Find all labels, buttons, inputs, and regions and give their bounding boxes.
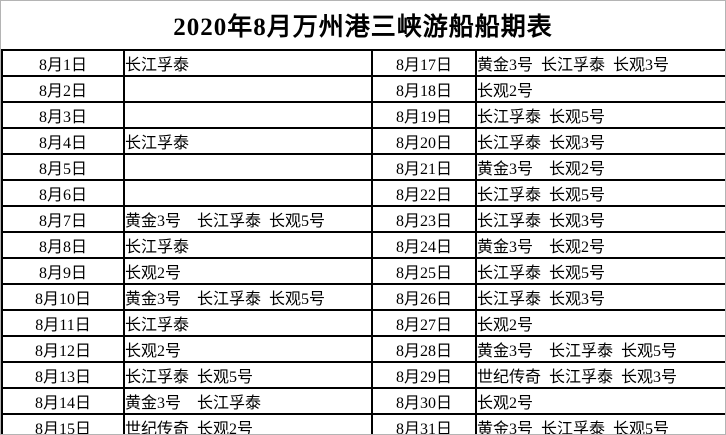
table-row: 8月7日 黄金3号 长江孚泰 长观5号 8月23日 长江孚泰 长观3号 [1, 205, 725, 233]
date-cell-right: 8月31日 [371, 413, 477, 434]
date-cell-left: 8月15日 [1, 413, 125, 434]
ships-cell-left: 世纪传奇 长观2号 [123, 413, 373, 434]
schedule-table-body: 8月1日 长江孚泰 8月17日 黄金3号 长江孚泰 长观3号 8月2日 8月18… [1, 49, 725, 434]
ships-cell-right: 黄金3号 长江孚泰 长观5号 [475, 335, 725, 363]
date-cell-right: 8月28日 [371, 335, 477, 363]
ships-cell-left: 长观2号 [123, 335, 373, 363]
table-row: 8月9日 长观2号 8月25日 长江孚泰 长观5号 [1, 257, 725, 285]
date-cell-right: 8月27日 [371, 309, 477, 337]
table-row: 8月1日 长江孚泰 8月17日 黄金3号 长江孚泰 长观3号 [1, 49, 725, 77]
ships-cell-right: 长江孚泰 长观3号 [475, 283, 725, 311]
date-cell-left: 8月12日 [1, 335, 125, 363]
date-cell-right: 8月25日 [371, 257, 477, 285]
date-cell-left: 8月11日 [1, 309, 125, 337]
date-cell-right: 8月26日 [371, 283, 477, 311]
ships-cell-right: 长江孚泰 长观3号 [475, 205, 725, 233]
title-bar: 2020年8月万州港三峡游船船期表 [1, 1, 725, 49]
date-cell-left: 8月2日 [1, 75, 125, 103]
date-cell-right: 8月30日 [371, 387, 477, 415]
ships-cell-right: 长江孚泰 长观5号 [475, 101, 725, 129]
table-row: 8月10日 黄金3号 长江孚泰 长观5号 8月26日 长江孚泰 长观3号 [1, 283, 725, 311]
ships-cell-left [123, 179, 373, 207]
table-row: 8月15日 世纪传奇 长观2号 8月31日 黄金3号 长江孚泰 长观5号 [1, 413, 725, 434]
date-cell-left: 8月10日 [1, 283, 125, 311]
table-row: 8月11日 长江孚泰 8月27日 长观2号 [1, 309, 725, 337]
page-title: 2020年8月万州港三峡游船船期表 [173, 14, 553, 41]
ships-cell-left: 黄金3号 长江孚泰 长观5号 [123, 283, 373, 311]
ships-cell-right: 黄金3号 长观2号 [475, 153, 725, 181]
date-cell-left: 8月5日 [1, 153, 125, 181]
date-cell-right: 8月19日 [371, 101, 477, 129]
date-cell-right: 8月21日 [371, 153, 477, 181]
ships-cell-right: 长江孚泰 长观5号 [475, 179, 725, 207]
ships-cell-right: 长观2号 [475, 75, 725, 103]
date-cell-left: 8月8日 [1, 231, 125, 259]
date-cell-left: 8月14日 [1, 387, 125, 415]
ships-cell-left [123, 101, 373, 129]
ships-cell-left: 黄金3号 长江孚泰 长观5号 [123, 205, 373, 233]
date-cell-right: 8月29日 [371, 361, 477, 389]
ships-cell-left: 长江孚泰 长观5号 [123, 361, 373, 389]
table-row: 8月8日 长江孚泰 8月24日 黄金3号 长观2号 [1, 231, 725, 259]
date-cell-right: 8月17日 [371, 49, 477, 77]
table-row: 8月5日 8月21日 黄金3号 长观2号 [1, 153, 725, 181]
date-cell-left: 8月7日 [1, 205, 125, 233]
table-row: 8月3日 8月19日 长江孚泰 长观5号 [1, 101, 725, 129]
table-row: 8月6日 8月22日 长江孚泰 长观5号 [1, 179, 725, 207]
date-cell-left: 8月4日 [1, 127, 125, 155]
date-cell-left: 8月13日 [1, 361, 125, 389]
ships-cell-right: 黄金3号 长观2号 [475, 231, 725, 259]
ships-cell-right: 黄金3号 长江孚泰 长观3号 [475, 49, 725, 77]
date-cell-right: 8月23日 [371, 205, 477, 233]
date-cell-right: 8月18日 [371, 75, 477, 103]
date-cell-left: 8月6日 [1, 179, 125, 207]
ships-cell-left [123, 153, 373, 181]
date-cell-left: 8月9日 [1, 257, 125, 285]
date-cell-right: 8月22日 [371, 179, 477, 207]
ships-cell-left: 长观2号 [123, 257, 373, 285]
date-cell-left: 8月1日 [1, 49, 125, 77]
ships-cell-left: 长江孚泰 [123, 231, 373, 259]
ships-cell-right: 长江孚泰 长观3号 [475, 127, 725, 155]
date-cell-left: 8月3日 [1, 101, 125, 129]
date-cell-right: 8月20日 [371, 127, 477, 155]
ships-cell-left: 长江孚泰 [123, 309, 373, 337]
date-cell-right: 8月24日 [371, 231, 477, 259]
table-row: 8月2日 8月18日 长观2号 [1, 75, 725, 103]
ships-cell-left [123, 75, 373, 103]
table-row: 8月13日 长江孚泰 长观5号 8月29日 世纪传奇 长江孚泰 长观3号 [1, 361, 725, 389]
table-row: 8月12日 长观2号 8月28日 黄金3号 长江孚泰 长观5号 [1, 335, 725, 363]
ships-cell-right: 长江孚泰 长观5号 [475, 257, 725, 285]
ships-cell-right: 世纪传奇 长江孚泰 长观3号 [475, 361, 725, 389]
ships-cell-left: 黄金3号 长江孚泰 [123, 387, 373, 415]
ships-cell-left: 长江孚泰 [123, 49, 373, 77]
schedule-table: 8月1日 长江孚泰 8月17日 黄金3号 长江孚泰 长观3号 8月2日 8月18… [1, 49, 725, 434]
ships-cell-left: 长江孚泰 [123, 127, 373, 155]
ships-cell-right: 长观2号 [475, 387, 725, 415]
ships-cell-right: 黄金3号 长江孚泰 长观5号 [475, 413, 725, 434]
ships-cell-right: 长观2号 [475, 309, 725, 337]
table-row: 8月4日 长江孚泰 8月20日 长江孚泰 长观3号 [1, 127, 725, 155]
table-row: 8月14日 黄金3号 长江孚泰 8月30日 长观2号 [1, 387, 725, 415]
